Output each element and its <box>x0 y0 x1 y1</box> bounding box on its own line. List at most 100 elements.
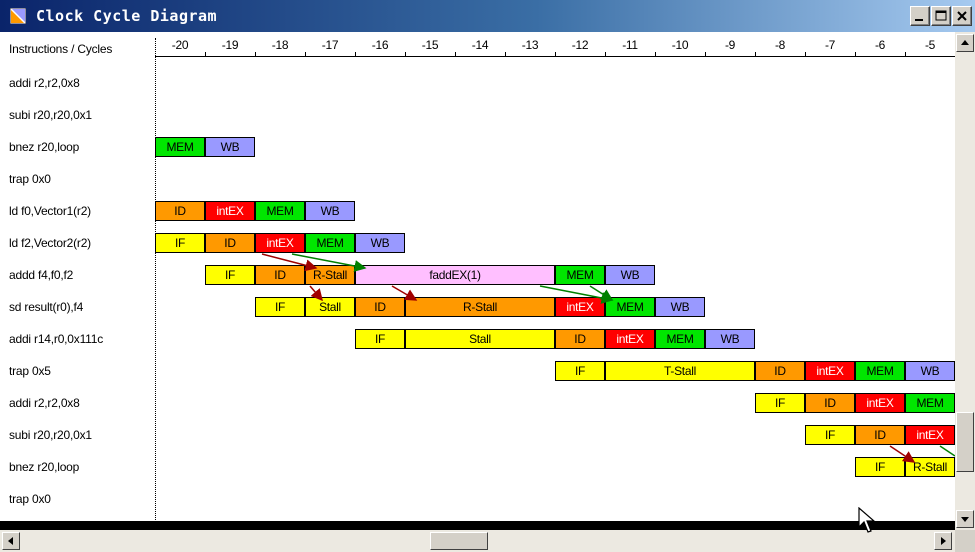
stage-id: ID <box>205 233 255 253</box>
stage-id: ID <box>855 425 905 445</box>
stage-id: ID <box>555 329 605 349</box>
close-button[interactable] <box>952 6 972 26</box>
forward-arrow <box>939 445 955 457</box>
instruction-label: trap 0x0 <box>9 172 51 186</box>
stage-intex: intEX <box>855 393 905 413</box>
diagram-area[interactable]: Instructions / Cycles -20 -19 -18 -17 -16 -15… <box>0 32 955 522</box>
stage-if: IF <box>855 457 905 477</box>
scroll-right-button[interactable] <box>934 532 952 550</box>
horizontal-scroll-thumb[interactable] <box>430 532 488 550</box>
title-bar[interactable]: Clock Cycle Diagram <box>0 0 975 32</box>
instruction-label: ld f2,Vector2(r2) <box>9 236 91 250</box>
header-label: Instructions / Cycles <box>9 42 113 56</box>
instruction-label: bnez r20,loop <box>9 460 80 474</box>
vertical-scrollbar[interactable] <box>955 32 975 530</box>
cycle-tick <box>805 52 806 57</box>
cycle-number: -13 <box>521 38 539 52</box>
scroll-left-button[interactable] <box>2 532 20 550</box>
instruction-label: subi r20,r20,0x1 <box>9 108 92 122</box>
stage-if: IF <box>755 393 805 413</box>
arrow-up-icon <box>961 40 969 45</box>
stage-id: ID <box>255 265 305 285</box>
stage-if: IF <box>255 297 305 317</box>
horizontal-scrollbar[interactable] <box>0 530 955 552</box>
window-title: Clock Cycle Diagram <box>36 7 218 25</box>
stage-wb: WB <box>355 233 405 253</box>
stage-wb: WB <box>205 137 255 157</box>
stage-intex: intEX <box>555 297 605 317</box>
instruction-label: sd result(r0),f4 <box>9 300 84 314</box>
cycle-number: -10 <box>671 38 689 52</box>
stage-id: ID <box>755 361 805 381</box>
mouse-cursor-icon <box>858 507 876 533</box>
stage-intex: intEX <box>905 425 955 445</box>
scroll-down-button[interactable] <box>956 510 974 528</box>
cycle-number: -17 <box>321 38 339 52</box>
cycle-tick <box>455 52 456 57</box>
cycle-number: -9 <box>724 38 736 52</box>
app-icon <box>10 8 26 24</box>
stage-wb: WB <box>305 201 355 221</box>
minimize-button[interactable] <box>910 6 930 26</box>
cycle-number: -11 <box>622 38 638 52</box>
stage-intex: intEX <box>605 329 655 349</box>
cycle-number: -6 <box>874 38 886 52</box>
stage-mem: MEM <box>855 361 905 381</box>
stage-id: ID <box>155 201 205 221</box>
scrollbar-corner <box>955 530 975 552</box>
stage-mem: MEM <box>255 201 305 221</box>
instruction-label: addd f4,f0,f2 <box>9 268 74 282</box>
stage-if: IF <box>155 233 205 253</box>
stage-mem: MEM <box>655 329 705 349</box>
arrow-down-icon <box>961 517 969 522</box>
cycle-tick <box>605 52 606 57</box>
cycle-tick <box>855 52 856 57</box>
stage-if: IF <box>355 329 405 349</box>
cycle-number: -15 <box>421 38 439 52</box>
instruction-label: addi r2,r2,0x8 <box>9 76 80 90</box>
stage-if: IF <box>205 265 255 285</box>
cycle-tick <box>555 52 556 57</box>
close-icon <box>957 11 967 21</box>
stage-if: IF <box>555 361 605 381</box>
stage-mem: MEM <box>155 137 205 157</box>
cycle-tick <box>755 52 756 57</box>
cycle-tick <box>205 52 206 57</box>
stage-wb: WB <box>905 361 955 381</box>
stage-rstall-y: R-Stall <box>905 457 955 477</box>
current-cycle-marker <box>155 38 156 522</box>
stage-wb: WB <box>705 329 755 349</box>
stage-if: IF <box>805 425 855 445</box>
arrow-left-icon <box>8 537 13 545</box>
stage-mem: MEM <box>555 265 605 285</box>
cycle-number: -12 <box>571 38 589 52</box>
instruction-label: trap 0x5 <box>9 364 51 378</box>
instruction-label: addi r14,r0,0x111c <box>9 332 104 346</box>
minimize-icon <box>915 19 923 21</box>
vertical-scroll-thumb[interactable] <box>956 412 974 472</box>
cycle-number: -5 <box>924 38 936 52</box>
cycle-tick <box>905 52 906 57</box>
cycle-tick <box>505 52 506 57</box>
cycle-tick <box>705 52 706 57</box>
cycle-number: -14 <box>471 38 489 52</box>
instruction-label: ld f0,Vector1(r2) <box>9 204 91 218</box>
cycle-tick <box>305 52 306 57</box>
instruction-label: bnez r20,loop <box>9 140 80 154</box>
diagram-bottom-border <box>0 521 955 530</box>
cycle-number: -16 <box>371 38 389 52</box>
cycle-number: -8 <box>774 38 786 52</box>
cycle-number: -18 <box>271 38 289 52</box>
cycle-tick <box>655 52 656 57</box>
maximize-icon <box>935 10 947 21</box>
instruction-label: subi r20,r20,0x1 <box>9 428 92 442</box>
stage-id: ID <box>355 297 405 317</box>
stage-stall: Stall <box>405 329 555 349</box>
instruction-label: trap 0x0 <box>9 492 51 506</box>
stage-mem: MEM <box>905 393 955 413</box>
cycle-tick <box>355 52 356 57</box>
stage-id: ID <box>805 393 855 413</box>
maximize-button[interactable] <box>931 6 951 26</box>
scroll-up-button[interactable] <box>956 34 974 52</box>
stage-intex: intEX <box>805 361 855 381</box>
